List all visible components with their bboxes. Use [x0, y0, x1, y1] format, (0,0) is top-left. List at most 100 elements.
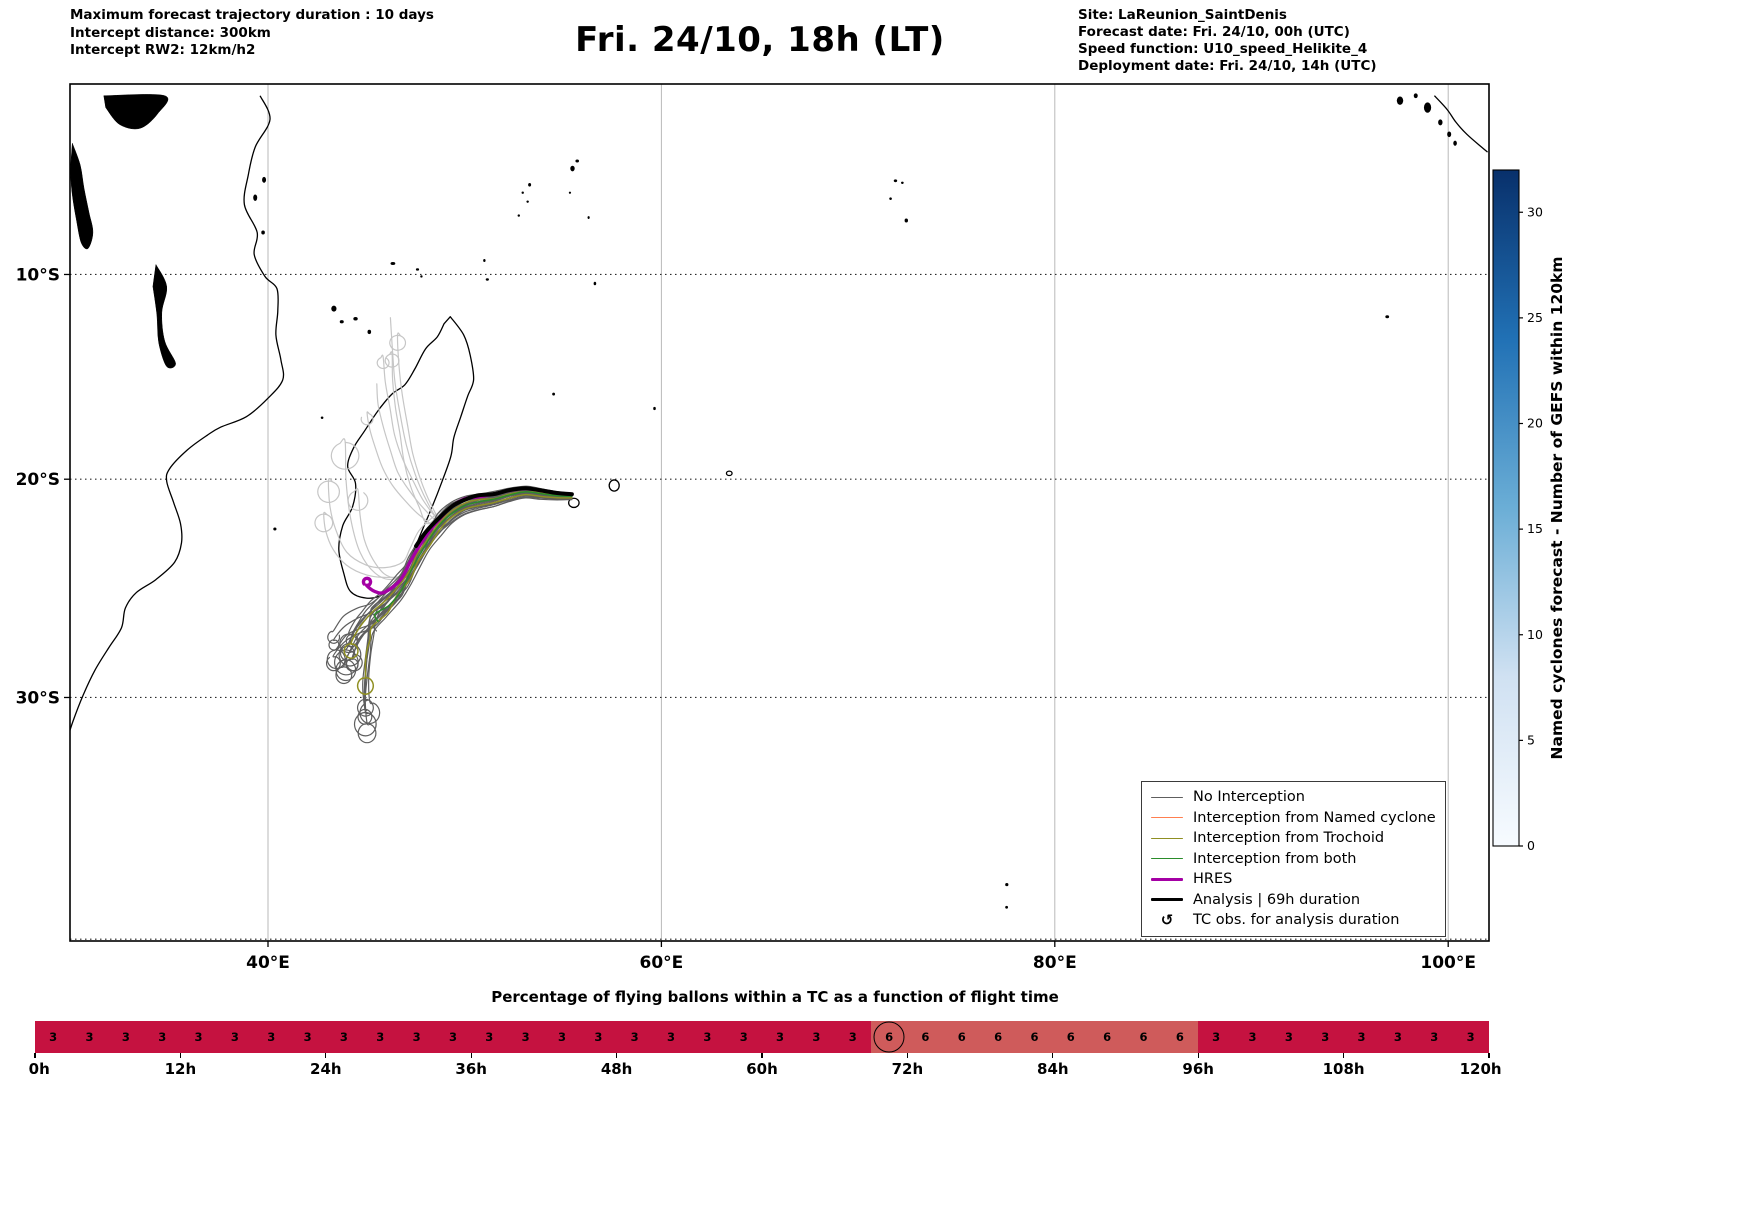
x-tick-label: 40°E [246, 953, 290, 973]
island-chagos-3 [889, 197, 892, 200]
island-anjouan [353, 316, 358, 321]
trajectory-no_intercept [325, 496, 573, 672]
flight-axis-tick [1197, 1053, 1199, 1058]
flight-axis-tick [1052, 1053, 1054, 1058]
colorbar-tick-label: 25 [1527, 310, 1543, 325]
island-grande-comore [331, 305, 337, 312]
trajectory-no_intercept [372, 494, 573, 632]
forecast-date: Forecast date: Fri. 24/10, 00h (UTC) [1078, 24, 1350, 40]
legend-label: Interception from both [1193, 850, 1357, 867]
flight-axis-label: 0h [28, 1060, 50, 1078]
flight-axis-label: 48h [600, 1060, 633, 1078]
flight-axis-label: 72h [891, 1060, 924, 1078]
island-pagai-north [1447, 131, 1452, 138]
island-nias [1396, 96, 1404, 105]
lake-malawi [152, 263, 176, 369]
forecast-params-block: Maximum forecast trajectory duration : 1… [70, 7, 434, 60]
island-mafia [261, 230, 265, 235]
flight-bar-cell-54h: 3 [689, 1021, 726, 1053]
flight-bar-cell-57h: 3 [725, 1021, 762, 1053]
flight-bar-cell-102h: 3 [1270, 1021, 1308, 1053]
flight-bar-title: Percentage of flying ballons within a TC… [491, 988, 1059, 1006]
legend-label: Interception from Named cyclone [1193, 809, 1436, 826]
map-legend: No Interception Interception from Named c… [1141, 781, 1446, 937]
lake-victoria [103, 94, 169, 130]
legend-label: Analysis | 69h duration [1193, 891, 1361, 908]
trajectory-no_intercept [335, 495, 573, 682]
island-platte [568, 191, 572, 194]
island-sipora [1438, 119, 1443, 126]
x-tick-label: 80°E [1033, 953, 1077, 973]
legend-item-4: HRES [1142, 869, 1445, 890]
flight-bar-cell-15h: 3 [216, 1021, 254, 1053]
flight-bar-cell-66h: 3 [834, 1021, 871, 1053]
legend-item-1: Interception from Named cyclone [1142, 808, 1445, 829]
island-farquhar [485, 278, 489, 281]
island-amirantes-3 [526, 200, 529, 203]
island-amirantes-1 [528, 182, 532, 187]
colorbar-tick-label: 10 [1527, 627, 1543, 642]
flight-axis-label: 96h [1182, 1060, 1214, 1078]
site-info-block: Site: LaReunion_SaintDenis Forecast date… [1078, 7, 1377, 75]
island-coetivy [587, 216, 590, 219]
island-reunion [568, 497, 580, 509]
trajectory-faded [314, 493, 573, 579]
island-zanzibar [253, 194, 258, 201]
lake-tanganyika [70, 143, 94, 250]
flight-bar-cell-75h: 6 [943, 1021, 980, 1053]
flight-bar-cell-39h: 3 [507, 1021, 544, 1053]
legend-line-swatch [1150, 796, 1184, 798]
legend-item-0: No Interception [1142, 787, 1445, 808]
figure-title: Fri. 24/10, 18h (LT) [575, 20, 945, 60]
flight-bar-cell-48h: 3 [616, 1021, 653, 1053]
island-praslin [575, 159, 580, 163]
colorbar-tick-label: 5 [1527, 732, 1535, 747]
flight-bar-cell-21h: 3 [289, 1021, 326, 1053]
flight-axis-tick [1342, 1053, 1345, 1058]
flight-axis-tick [615, 1053, 618, 1058]
trajectory-trochoid [343, 490, 573, 659]
flight-bar-cell-45h: 3 [580, 1021, 617, 1053]
island-providence [483, 258, 486, 262]
island-agalega [593, 281, 597, 286]
coastline-sumatra [1433, 95, 1488, 153]
island-pagai-south [1453, 140, 1457, 146]
legend-line-swatch [1150, 817, 1184, 819]
flight-bar-cell-117h: 3 [1452, 1021, 1489, 1053]
trajectory-no_intercept [353, 493, 573, 737]
flight-axis-tick [179, 1053, 182, 1058]
island-cocos [1385, 315, 1390, 319]
colorbar-label: Named cyclones forecast - Number of GEFS… [1548, 257, 1566, 760]
flight-axis-label: 12h [164, 1060, 197, 1078]
trajectory-trochoid [356, 493, 573, 695]
flight-bar-cell-90h: 6 [1125, 1021, 1162, 1053]
y-tick-label: 20°S [16, 470, 60, 490]
island-st-paul [1005, 905, 1009, 909]
island-moheli [339, 320, 344, 324]
flight-axis-tick [470, 1053, 472, 1058]
x-tick-label: 60°E [640, 953, 684, 973]
colorbar-tick-label: 15 [1527, 521, 1543, 536]
island-diego-garcia [904, 218, 908, 223]
site-name: Site: LaReunion_SaintDenis [1078, 7, 1287, 23]
flight-axis-label: 120h [1459, 1060, 1502, 1078]
trajectory-analysis [414, 486, 574, 548]
legend-item-6: ↺ TC obs. for analysis duration [1142, 910, 1445, 931]
deployment-date: Deployment date: Fri. 24/10, 14h (UTC) [1078, 58, 1377, 74]
island-aldabra [390, 261, 396, 265]
island-pemba [262, 176, 267, 183]
y-tick-label: 30°S [16, 688, 60, 708]
trajectory-no_intercept [335, 497, 573, 685]
flight-bar-cell-3h: 3 [71, 1021, 108, 1053]
coastline-madagascar [338, 316, 475, 599]
legend-label: HRES [1193, 871, 1233, 888]
flight-bar-cell-111h: 3 [1379, 1021, 1417, 1053]
island-chagos-1 [893, 179, 898, 183]
island-mahe [570, 165, 575, 172]
flight-bar-cell-81h: 6 [1016, 1021, 1053, 1053]
flight-bar-cell-27h: 3 [362, 1021, 399, 1053]
island-chagos-2 [901, 181, 904, 184]
legend-line-swatch [1150, 877, 1184, 881]
flight-bar-cell-36h: 3 [471, 1021, 508, 1053]
flight-bar-cell-9h: 3 [144, 1021, 181, 1053]
